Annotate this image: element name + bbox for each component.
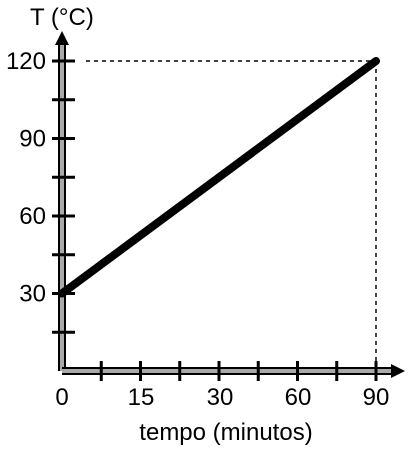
data-series <box>58 57 380 298</box>
x-tick-label-15: 15 <box>128 384 155 411</box>
y-tick-label-30: 30 <box>19 281 46 308</box>
reference-guides <box>86 60 377 371</box>
y-axis-arrowhead <box>55 31 69 45</box>
x-tick-label-90: 90 <box>363 384 390 411</box>
x-tick-label-0: 0 <box>55 384 68 411</box>
x-tick-label-60: 60 <box>285 384 312 411</box>
axis-ticks <box>52 59 378 381</box>
y-axis-label: T (°C) <box>30 4 94 31</box>
y-tick-label-90: 90 <box>19 126 46 153</box>
series-line-0 <box>58 57 380 298</box>
x-axis-label: tempo (minutos) <box>139 419 312 446</box>
y-tick-label-120: 120 <box>6 48 46 75</box>
y-tick-label-60: 60 <box>19 203 46 230</box>
x-axis-arrowhead <box>391 364 405 378</box>
axis-tick-labels: 30 60 90 120 0 15 30 60 90 <box>6 48 389 411</box>
x-tick-label-30: 30 <box>207 384 234 411</box>
